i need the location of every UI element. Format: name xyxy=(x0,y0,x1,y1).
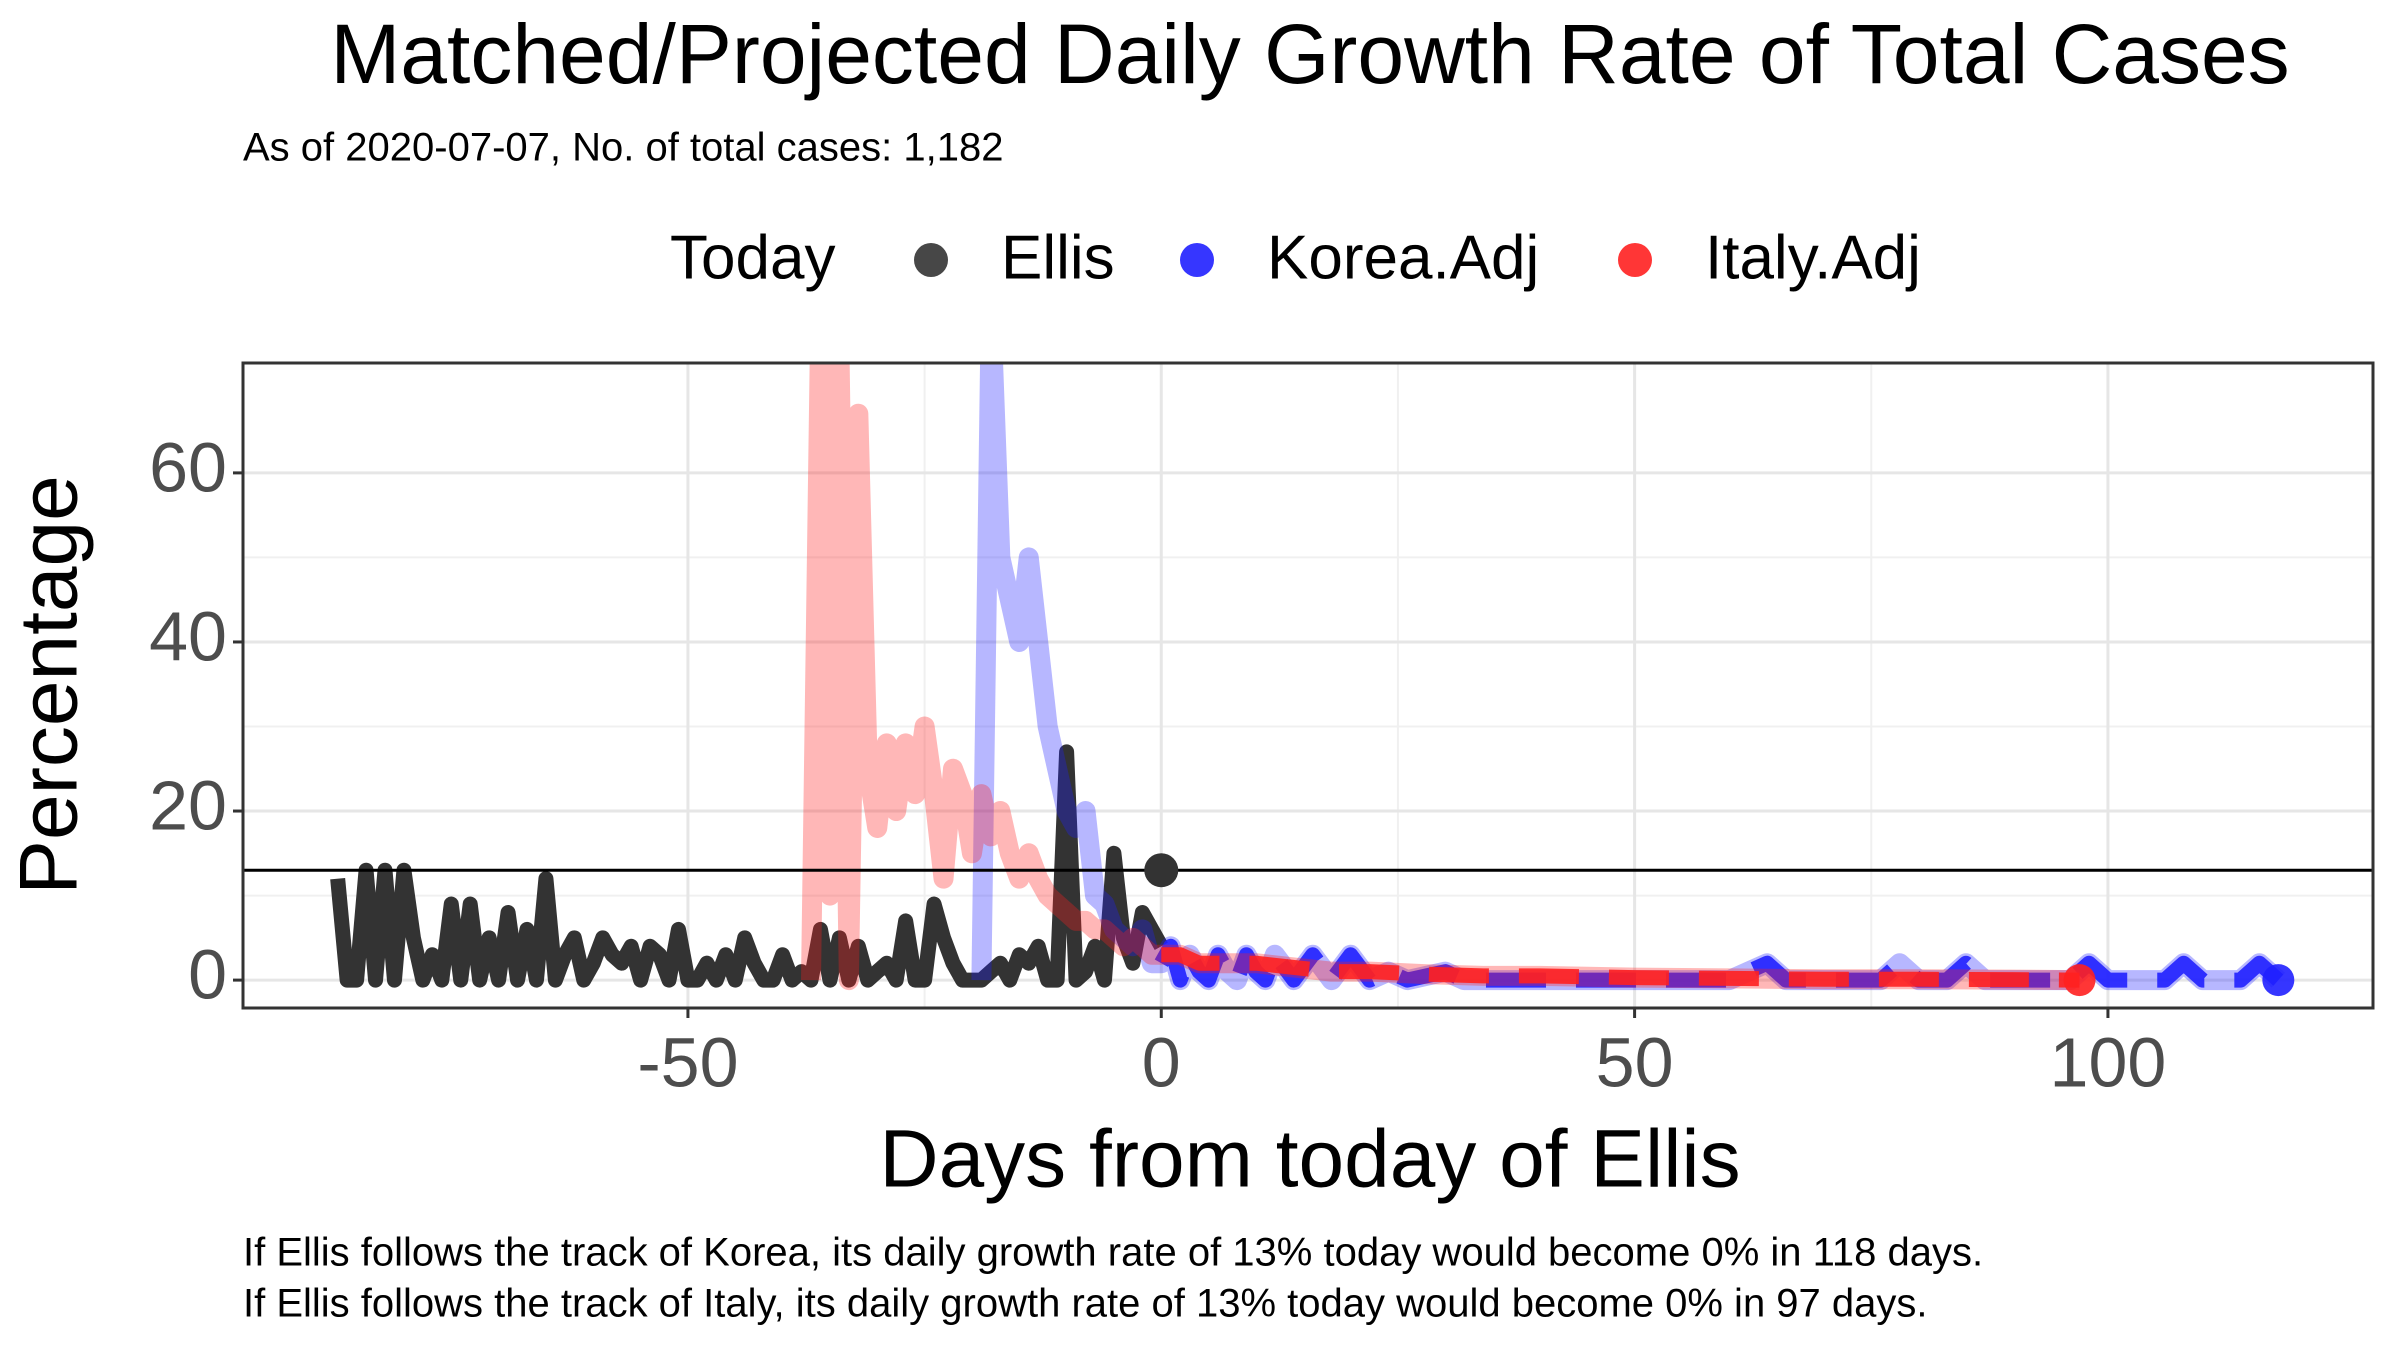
x-tick-label: 0 xyxy=(1142,1023,1181,1101)
chart-subtitle: As of 2020-07-07, No. of total cases: 1,… xyxy=(243,126,1003,170)
y-tick-label: 0 xyxy=(188,936,227,1014)
caption-line: If Ellis follows the track of Korea, its… xyxy=(243,1231,1983,1275)
today-point xyxy=(1144,853,1179,888)
projected-line xyxy=(1161,947,2080,988)
end-point xyxy=(2063,964,2096,997)
chart-title: Matched/Projected Daily Growth Rate of T… xyxy=(330,7,2289,101)
x-tick-label: 50 xyxy=(1596,1023,1674,1101)
x-tick-label: 100 xyxy=(2050,1023,2167,1101)
end-point xyxy=(2262,964,2295,997)
series-line xyxy=(330,744,1168,988)
legend-swatch xyxy=(914,243,948,277)
y-tick-label: 60 xyxy=(149,428,227,506)
plot-area xyxy=(243,363,2373,997)
x-tick-label: -50 xyxy=(637,1023,738,1101)
caption-line: If Ellis follows the track of Italy, its… xyxy=(243,1282,1928,1326)
panel-border xyxy=(241,361,2375,1010)
legend-swatch xyxy=(1618,243,1652,277)
y-tick-label: 20 xyxy=(149,767,227,845)
legend-title: Today xyxy=(670,223,835,292)
y-tick-label: 40 xyxy=(149,597,227,675)
y-axis-title: Percentage xyxy=(4,475,95,894)
x-axis-title: Days from today of Ellis xyxy=(879,1114,1740,1205)
legend-swatch xyxy=(1180,243,1214,277)
legend-label: Italy.Adj xyxy=(1705,223,1921,292)
legend-label: Ellis xyxy=(1001,223,1115,292)
legend-label: Korea.Adj xyxy=(1267,223,1539,292)
